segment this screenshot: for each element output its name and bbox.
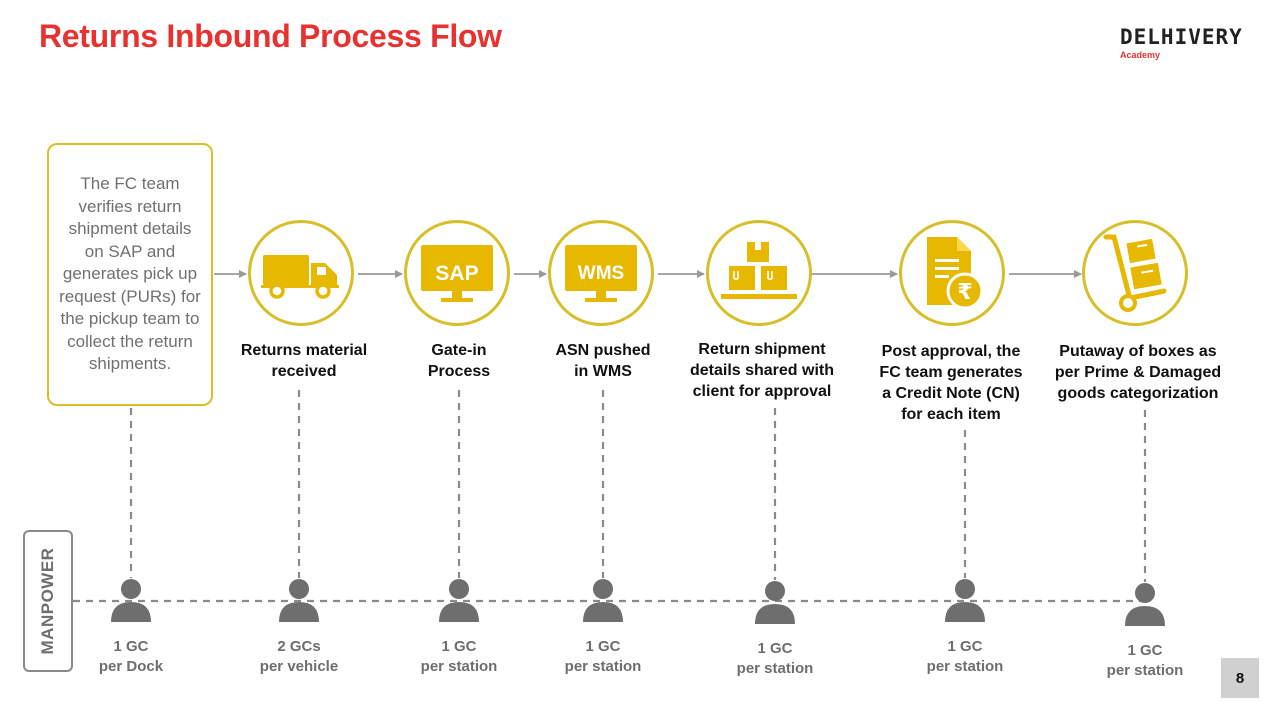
step-circle-client-approval — [706, 220, 812, 326]
boxes-icon — [721, 242, 797, 299]
step-circle-returns-received — [248, 220, 354, 326]
svg-text:₹: ₹ — [957, 280, 972, 305]
intro-box: The FC team verifies return shipment det… — [47, 143, 213, 406]
person-icon — [111, 579, 151, 622]
step-label-putaway: Putaway of boxes as per Prime & Damaged go… — [1054, 343, 1222, 402]
truck-icon — [261, 255, 339, 299]
manpower-requirement: 2 GCs per vehicle — [259, 638, 339, 675]
page-number: 8 — [1221, 658, 1259, 698]
step-label-credit-note: Post approval, the FC team generates a Cre… — [879, 343, 1023, 423]
credit-note-icon: ₹ — [927, 237, 984, 310]
manpower-requirement: 1 GC per station — [1106, 642, 1184, 679]
step-circle-gate-in: SAP — [404, 220, 510, 326]
person-icon — [439, 579, 479, 622]
manpower-requirement: 1 GC per Dock — [98, 638, 164, 675]
step-circle-putaway — [1082, 220, 1188, 326]
person-icon — [583, 579, 623, 622]
intro-text: The FC team verifies return shipment det… — [59, 174, 201, 374]
person-icon — [1125, 583, 1165, 626]
manpower-label-box: MANPOWER — [23, 530, 73, 672]
wms-badge: WMS — [577, 263, 625, 284]
sap-monitor-icon — [421, 245, 493, 302]
manpower-label: MANPOWER — [38, 547, 57, 655]
manpower-requirement: 1 GC per station — [736, 640, 814, 677]
step-label-returns-received: Returns material received — [240, 342, 368, 380]
person-icon — [945, 579, 985, 622]
manpower-requirement: 1 GC per station — [926, 638, 1004, 675]
page-title: Returns Inbound Process Flow — [39, 18, 502, 54]
person-icon — [279, 579, 319, 622]
step-label-client-approval: Return shipment details shared with client… — [689, 341, 835, 400]
wms-monitor-icon — [565, 245, 637, 302]
logo-sub: Academy — [1120, 50, 1161, 60]
logo-brand: DELHIVERY — [1120, 25, 1243, 49]
manpower-requirement: 1 GC per station — [420, 638, 498, 675]
brand-logo: DELHIVERY Academy — [1120, 26, 1243, 60]
step-label-gate-in: Gate-in Process — [427, 342, 491, 380]
step-circle-asn-wms: WMS — [548, 220, 654, 326]
hand-truck-icon — [1103, 234, 1167, 312]
manpower-requirement: 1 GC per station — [564, 638, 642, 675]
step-label-asn-wms: ASN pushed in WMS — [555, 342, 651, 380]
sap-badge: SAP — [435, 262, 479, 285]
person-icon — [755, 581, 795, 624]
step-circle-credit-note: ₹ — [899, 220, 1005, 326]
